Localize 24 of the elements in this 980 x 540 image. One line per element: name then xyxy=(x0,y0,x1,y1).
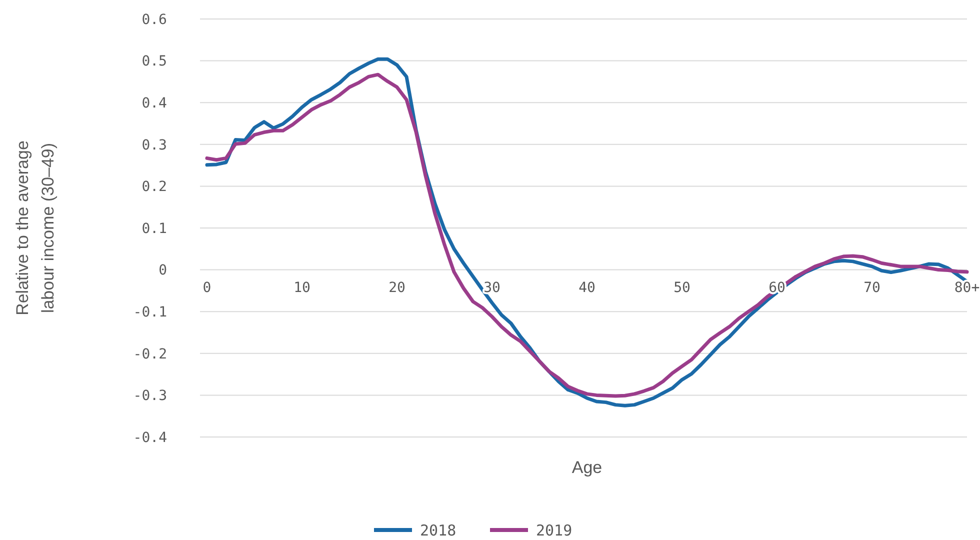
x-tick-label: 10 xyxy=(294,280,310,296)
y-axis-title: Relative to the average labour income (30–49) xyxy=(13,140,58,316)
x-tick-label: 80+ xyxy=(954,280,980,296)
y-tick-label: 0.3 xyxy=(142,137,167,154)
y-tick-label: 0.5 xyxy=(142,54,167,70)
x-tick-label: 60 xyxy=(768,280,786,296)
y-tick-label: 0.1 xyxy=(142,220,167,237)
x-tick-label: 40 xyxy=(578,280,596,296)
y-tick-label: -0.4 xyxy=(133,430,167,446)
y-tick-label: -0.3 xyxy=(133,388,167,404)
x-tick-label: 30 xyxy=(484,280,500,296)
x-axis-title: Age xyxy=(572,458,602,477)
y-tick-label: -0.2 xyxy=(133,346,167,362)
y-tick-label: 0.6 xyxy=(142,12,167,28)
x-tick-label: 70 xyxy=(864,280,880,296)
y-tick-label: -0.1 xyxy=(133,304,167,320)
y-tick-label: 0.2 xyxy=(142,179,167,196)
y-tick-label: 0 xyxy=(158,262,167,279)
legend-label: 2019 xyxy=(536,521,572,540)
x-tick-label: 50 xyxy=(674,280,690,296)
x-tick-label: 20 xyxy=(388,280,406,296)
x-tick-label: 0 xyxy=(202,280,212,296)
y-tick-label: 0.4 xyxy=(142,96,167,112)
legend-label: 2018 xyxy=(420,521,456,540)
